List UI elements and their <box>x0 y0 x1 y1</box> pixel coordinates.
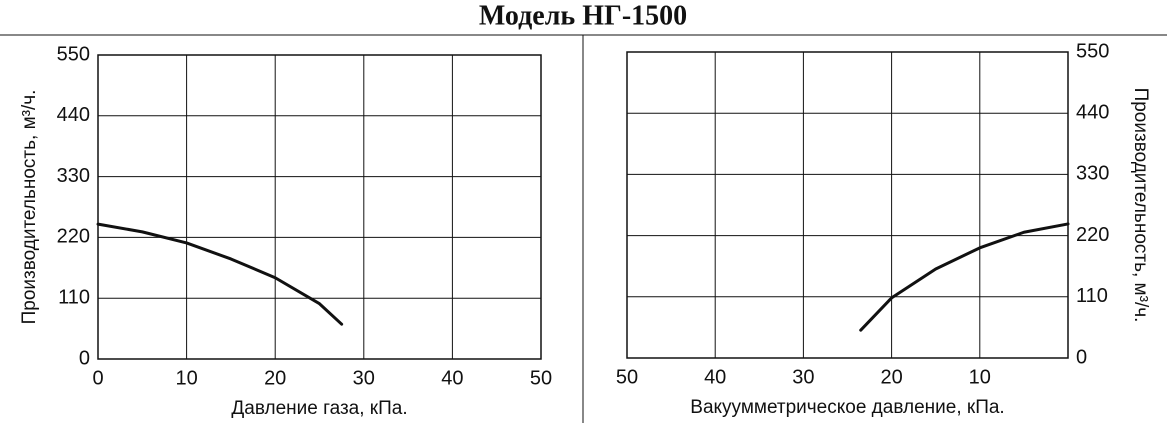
x-tick-label: 40 <box>441 367 463 389</box>
y-tick-label: 550 <box>57 43 90 65</box>
plot-frame <box>97 54 542 360</box>
x-tick-label: 20 <box>880 366 902 388</box>
y-tick-label: 0 <box>79 347 90 369</box>
y-tick-label: 110 <box>1076 285 1108 307</box>
x-tick-label: 0 <box>92 367 103 389</box>
y-tick-label: 220 <box>1076 224 1109 246</box>
x-tick-label: 50 <box>616 366 638 388</box>
curve <box>96 222 344 326</box>
x-axis-label: Давление газа, кПа. <box>231 398 407 419</box>
y-tick-label: 330 <box>1076 163 1109 185</box>
y-tick-label: 110 <box>58 286 90 308</box>
y-tick-label: 0 <box>1076 346 1087 368</box>
curve <box>859 222 1070 332</box>
page-title: Модель НГ-1500 <box>479 0 687 31</box>
x-tick-label: 10 <box>969 366 991 388</box>
x-tick-label: 40 <box>704 366 726 388</box>
x-tick-label: 50 <box>530 367 552 389</box>
y-axis-label: Производительность, м³/ч. <box>1130 88 1151 323</box>
y-axis-label: Производительность, м³/ч. <box>19 90 40 325</box>
y-tick-label: 220 <box>57 226 90 248</box>
plot-frame <box>626 51 1069 359</box>
x-tick-label: 30 <box>792 366 814 388</box>
y-tick-label: 440 <box>1076 101 1109 123</box>
x-tick-label: 10 <box>175 367 197 389</box>
y-tick-label: 330 <box>57 165 90 187</box>
y-tick-label: 550 <box>1076 40 1109 62</box>
x-tick-label: 30 <box>353 367 375 389</box>
y-tick-label: 440 <box>57 104 90 126</box>
x-axis-label: Вакуумметрическое давление, кПа. <box>690 397 1004 418</box>
x-tick-label: 20 <box>264 367 286 389</box>
